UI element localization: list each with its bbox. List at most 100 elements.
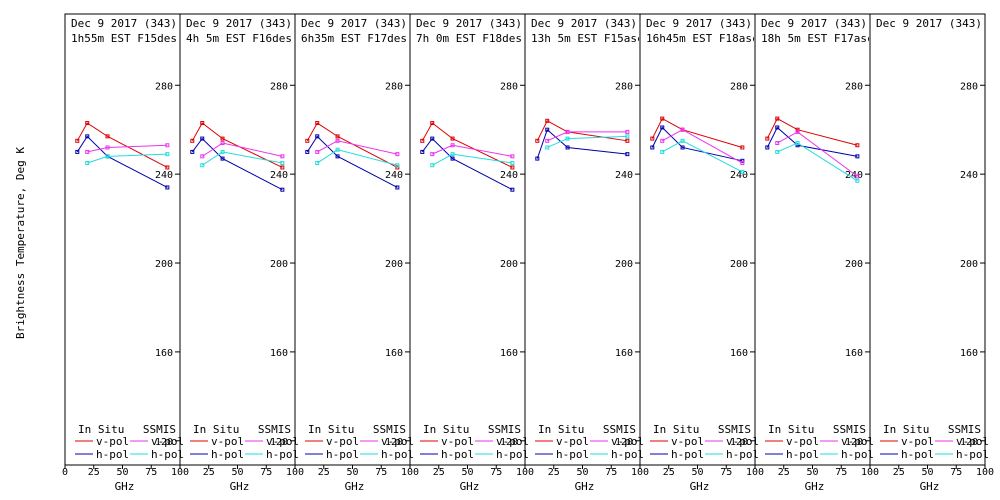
legend-ssmis-v-label: v-pol bbox=[956, 435, 989, 448]
ssmis-v-point bbox=[280, 154, 285, 159]
x-tick-label: 100 bbox=[746, 467, 764, 478]
ssmis-v-point bbox=[395, 152, 400, 157]
x-axis-label: GHz bbox=[115, 480, 135, 493]
y-tick-label: 200 bbox=[500, 259, 518, 270]
insitu-h-point bbox=[420, 149, 425, 154]
legend-insitu-h-label: h-pol bbox=[786, 448, 819, 461]
y-tick-label: 280 bbox=[155, 81, 173, 92]
panel-title: Dec 9 2017 (343) bbox=[301, 17, 407, 30]
panel-7: Dec 9 2017 (343) 18h 5m EST F17asc 120 160 2… bbox=[754, 13, 879, 493]
x-tick-label: 50 bbox=[116, 467, 128, 478]
y-tick-label: 240 bbox=[730, 170, 748, 181]
y-tick-label: 120 bbox=[270, 437, 288, 448]
legend-ssmis-title: SSMIS bbox=[603, 423, 636, 436]
x-tick-label: 25 bbox=[433, 467, 445, 478]
insitu-h-line bbox=[191, 137, 283, 191]
y-tick-label: 280 bbox=[615, 81, 633, 92]
ssmis-h-point bbox=[450, 152, 455, 157]
legend-ssmis-v-label: v-pol bbox=[841, 435, 874, 448]
ssmis-v-point bbox=[430, 152, 435, 157]
panel-subtitle: 7h 0m EST F18des bbox=[416, 32, 522, 45]
insitu-v-point bbox=[740, 145, 745, 150]
ssmis-v-point bbox=[565, 129, 570, 134]
x-tick-label: 100 bbox=[976, 467, 994, 478]
insitu-h-point bbox=[315, 134, 320, 139]
legend-insitu-title: In Situ bbox=[193, 423, 239, 436]
ssmis-h-line bbox=[201, 151, 283, 166]
y-tick-label: 160 bbox=[615, 348, 633, 359]
legend-ssmis-v-label: v-pol bbox=[151, 435, 184, 448]
insitu-h-point bbox=[765, 145, 770, 150]
y-tick-label: 200 bbox=[385, 259, 403, 270]
legend-insitu-v-label: v-pol bbox=[901, 435, 934, 448]
legend-ssmis-v-label: v-pol bbox=[266, 435, 299, 448]
legend-insitu-v-label: v-pol bbox=[326, 435, 359, 448]
legend-ssmis-v-label: v-pol bbox=[611, 435, 644, 448]
insitu-v-line bbox=[191, 122, 283, 168]
legend-insitu-h-label: h-pol bbox=[671, 448, 704, 461]
ssmis-h-point bbox=[565, 136, 570, 141]
legend-ssmis-v-label: v-pol bbox=[726, 435, 759, 448]
ssmis-v-point bbox=[510, 154, 515, 159]
ssmis-v-point bbox=[855, 174, 860, 179]
insitu-v-line bbox=[766, 117, 858, 146]
ssmis-h-point bbox=[280, 161, 285, 166]
legend-ssmis-title: SSMIS bbox=[143, 423, 176, 436]
legend-ssmis-title: SSMIS bbox=[373, 423, 406, 436]
x-tick-label: 50 bbox=[806, 467, 818, 478]
insitu-v-point bbox=[395, 165, 400, 170]
insitu-v-line bbox=[306, 122, 398, 168]
insitu-v-line bbox=[421, 122, 513, 168]
legend-insitu-h-label: h-pol bbox=[556, 448, 589, 461]
panel-title: Dec 9 2017 (343) bbox=[71, 17, 177, 30]
legend-ssmis-v-label: v-pol bbox=[381, 435, 414, 448]
ssmis-h-point bbox=[740, 169, 745, 174]
ssmis-v-point bbox=[200, 154, 205, 159]
ssmis-h-line bbox=[662, 140, 743, 173]
y-tick-label: 240 bbox=[270, 170, 288, 181]
panel-title: Dec 9 2017 (343) bbox=[761, 17, 867, 30]
legend-insitu-v-label: v-pol bbox=[671, 435, 704, 448]
ssmis-h-point bbox=[510, 161, 515, 166]
insitu-h-point bbox=[510, 187, 515, 192]
ssmis-v-point bbox=[85, 149, 90, 154]
x-axis-label: GHz bbox=[920, 480, 940, 493]
legend-insitu-h-label: h-pol bbox=[326, 448, 359, 461]
ssmis-v-point bbox=[335, 138, 340, 143]
ssmis-h-point bbox=[855, 178, 860, 183]
x-tick-label: 50 bbox=[346, 467, 358, 478]
ssmis-h-point bbox=[335, 147, 340, 152]
panel-3: Dec 9 2017 (343) 6h35m EST F17des 120 160 20… bbox=[294, 13, 419, 493]
y-tick-label: 200 bbox=[270, 259, 288, 270]
panel-title: Dec 9 2017 (343) bbox=[186, 17, 292, 30]
panel-2: Dec 9 2017 (343) 4h 5m EST F16des 120 160 20… bbox=[179, 13, 304, 493]
x-tick-label: 75 bbox=[835, 467, 847, 478]
x-axis-label: GHz bbox=[230, 480, 250, 493]
legend-ssmis-h-label: h-pol bbox=[611, 448, 644, 461]
legend-insitu-title: In Situ bbox=[308, 423, 354, 436]
panel-title: Dec 9 2017 (343) bbox=[876, 17, 982, 30]
ssmis-h-point bbox=[430, 163, 435, 168]
x-tick-label: 25 bbox=[778, 467, 790, 478]
insitu-h-point bbox=[625, 152, 630, 157]
ssmis-v-line bbox=[777, 131, 858, 177]
insitu-v-point bbox=[75, 138, 80, 143]
panel-5: Dec 9 2017 (343) 13h 5m EST F15asc 120 160 2… bbox=[524, 13, 649, 493]
ssmis-v-line bbox=[87, 144, 168, 153]
panel-title: Dec 9 2017 (343) bbox=[416, 17, 522, 30]
panel-8: Dec 9 2017 (343) 120 160 200 240 280 25 50 75 100… bbox=[869, 13, 994, 493]
legend-ssmis-title: SSMIS bbox=[948, 423, 981, 436]
insitu-v-line bbox=[651, 117, 743, 148]
ssmis-h-line bbox=[547, 135, 628, 148]
ssmis-h-point bbox=[395, 163, 400, 168]
y-tick-label: 120 bbox=[960, 437, 978, 448]
ssmis-h-point bbox=[165, 152, 170, 157]
y-tick-label: 280 bbox=[500, 81, 518, 92]
y-tick-label: 120 bbox=[845, 437, 863, 448]
legend-ssmis-h-label: h-pol bbox=[496, 448, 529, 461]
insitu-h-point bbox=[430, 136, 435, 141]
insitu-h-point bbox=[650, 145, 655, 150]
y-tick-label: 160 bbox=[155, 348, 173, 359]
y-tick-label: 240 bbox=[615, 170, 633, 181]
x-axis-label: GHz bbox=[690, 480, 710, 493]
